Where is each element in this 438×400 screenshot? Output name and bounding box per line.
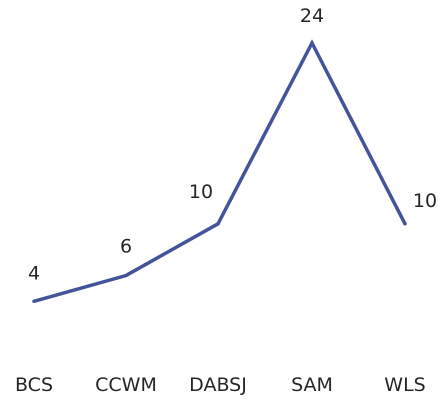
data-point-sam [310, 41, 314, 45]
data-label-ccwm: 6 [120, 236, 132, 258]
data-label-sam: 24 [300, 5, 324, 27]
data-label-layer: 4 6 10 24 10 [28, 5, 437, 284]
data-point-dabsj [216, 222, 220, 226]
data-point-ccwm [124, 273, 128, 278]
series-line [33, 39, 407, 303]
series-layer [32, 39, 407, 304]
data-point-bcs [32, 299, 36, 304]
x-tick-label-sam: SAM [291, 374, 333, 396]
x-axis-tick-labels: BCS CCWM DABSJ SAM WLS [15, 374, 426, 396]
x-tick-label-ccwm: CCWM [95, 374, 157, 396]
x-tick-label-dabsj: DABSJ [189, 374, 247, 396]
x-tick-label-bcs: BCS [15, 374, 53, 396]
data-label-wls: 10 [413, 190, 437, 212]
x-tick-label-wls: WLS [384, 374, 425, 396]
data-label-bcs: 4 [28, 262, 40, 284]
data-point-wls [403, 222, 407, 226]
data-label-dabsj: 10 [189, 181, 213, 203]
